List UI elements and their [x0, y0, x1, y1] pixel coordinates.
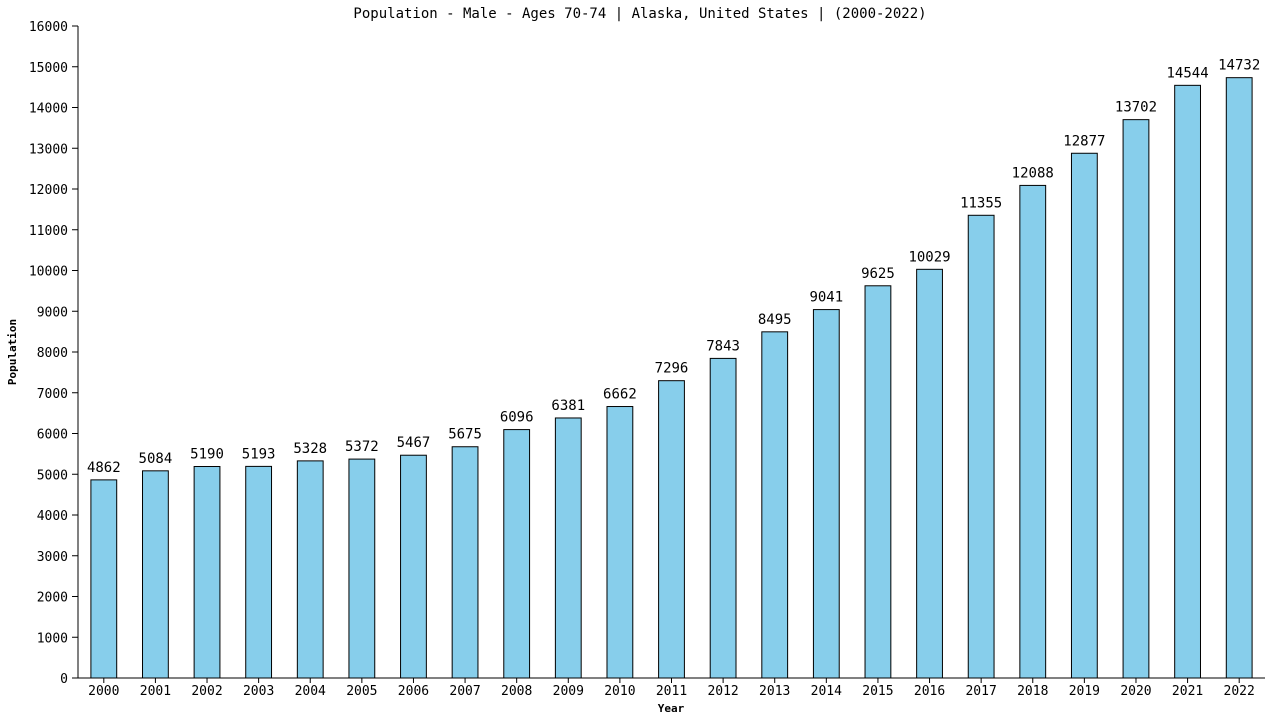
bar [658, 380, 685, 679]
y-tick-label: 16000 [29, 20, 68, 35]
x-axis-ticks: 2000 2001 2002 2003 2004 2005 2006 2007 2008 2009… [88, 678, 1255, 699]
y-axis-ticks: 0 1000 2000 3000 4000 5000 6000 7000 8000 9000 100… [29, 20, 78, 687]
x-tick-label: 2000 [88, 684, 119, 699]
x-tick-label: 2006 [398, 684, 429, 699]
bar-value-label: 9041 [809, 290, 843, 306]
bar-value-label: 8495 [758, 312, 792, 328]
y-tick-label: 0 [60, 672, 68, 687]
y-tick-label: 7000 [37, 387, 68, 402]
bar-value-label: 12088 [1012, 165, 1054, 181]
bar [142, 470, 169, 679]
bar-value-label: 5084 [139, 451, 173, 467]
data-labels: 4862 5084 5190 5193 5328 5372 5467 5675 6096 6381… [87, 58, 1260, 476]
bar-value-label: 7296 [655, 361, 689, 377]
bar [348, 458, 376, 679]
x-tick-label: 2008 [501, 684, 532, 699]
x-tick-label: 2016 [914, 684, 945, 699]
x-tick-label: 2005 [346, 684, 377, 699]
y-tick-label: 13000 [29, 142, 68, 157]
y-tick-label: 14000 [29, 102, 68, 117]
bar [554, 417, 582, 679]
y-tick-label: 3000 [37, 550, 68, 565]
bar-value-label: 12877 [1063, 133, 1105, 149]
bar [709, 357, 737, 679]
bar [193, 466, 221, 679]
bar-value-label: 6662 [603, 387, 637, 403]
bar [812, 309, 840, 679]
y-tick-label: 15000 [29, 61, 68, 76]
x-tick-label: 2018 [1017, 684, 1048, 699]
x-tick-label: 2013 [759, 684, 790, 699]
x-tick-label: 2014 [811, 684, 842, 699]
x-tick-label: 2015 [862, 684, 893, 699]
y-tick-label: 10000 [29, 265, 68, 280]
x-tick-label: 2019 [1069, 684, 1100, 699]
x-tick-label: 2001 [140, 684, 171, 699]
y-tick-label: 8000 [37, 346, 68, 361]
y-tick-label: 12000 [29, 183, 68, 198]
y-axis-title: Population [6, 319, 19, 385]
bar [400, 454, 427, 679]
x-tick-label: 2021 [1172, 684, 1203, 699]
x-tick-label: 2012 [707, 684, 738, 699]
x-tick-label: 2007 [449, 684, 480, 699]
y-tick-label: 11000 [29, 224, 68, 239]
x-tick-label: 2022 [1224, 684, 1255, 699]
bar [90, 479, 118, 679]
bar-value-label: 5467 [397, 435, 431, 451]
bar-value-label: 5372 [345, 439, 379, 455]
x-tick-label: 2003 [243, 684, 274, 699]
bar [1019, 184, 1047, 679]
bar [245, 465, 273, 679]
bar [916, 268, 943, 679]
bar-value-label: 6381 [551, 398, 585, 414]
bar-value-label: 14732 [1218, 58, 1260, 74]
bar-value-label: 13702 [1115, 100, 1157, 116]
bar [1174, 84, 1201, 679]
bar-value-label: 7843 [706, 338, 740, 354]
bar [606, 406, 634, 679]
bar [1225, 77, 1253, 679]
bar [1122, 119, 1150, 679]
x-tick-label: 2017 [965, 684, 996, 699]
bar [864, 285, 892, 679]
bar-value-label: 5193 [242, 446, 276, 462]
bar-value-label: 5190 [190, 447, 224, 463]
bar [1070, 152, 1098, 679]
y-tick-label: 1000 [37, 631, 68, 646]
bar-value-label: 5328 [293, 441, 327, 457]
y-tick-label: 4000 [37, 509, 68, 524]
bar-value-label: 5675 [448, 427, 482, 443]
x-tick-label: 2010 [604, 684, 635, 699]
bar-value-label: 11355 [960, 195, 1002, 211]
bar-value-label: 4862 [87, 460, 121, 476]
x-axis-title: Year [658, 702, 685, 715]
x-tick-label: 2004 [295, 684, 326, 699]
bar-value-label: 9625 [861, 266, 895, 282]
y-tick-label: 6000 [37, 428, 68, 443]
y-tick-label: 9000 [37, 305, 68, 320]
y-tick-label: 2000 [37, 591, 68, 606]
x-tick-label: 2020 [1120, 684, 1151, 699]
chart-title: Population - Male - Ages 70-74 | Alaska,… [353, 6, 926, 22]
bar [761, 331, 789, 679]
x-tick-label: 2002 [191, 684, 222, 699]
x-tick-label: 2009 [553, 684, 584, 699]
bar [451, 446, 479, 679]
bar [967, 214, 995, 679]
bar-value-label: 10029 [908, 249, 950, 265]
x-tick-label: 2011 [656, 684, 687, 699]
bar [503, 429, 531, 679]
bar [296, 460, 324, 679]
bar-value-label: 14544 [1167, 65, 1209, 81]
bar-value-label: 6096 [500, 410, 534, 426]
bars [90, 77, 1253, 679]
y-tick-label: 5000 [37, 468, 68, 483]
